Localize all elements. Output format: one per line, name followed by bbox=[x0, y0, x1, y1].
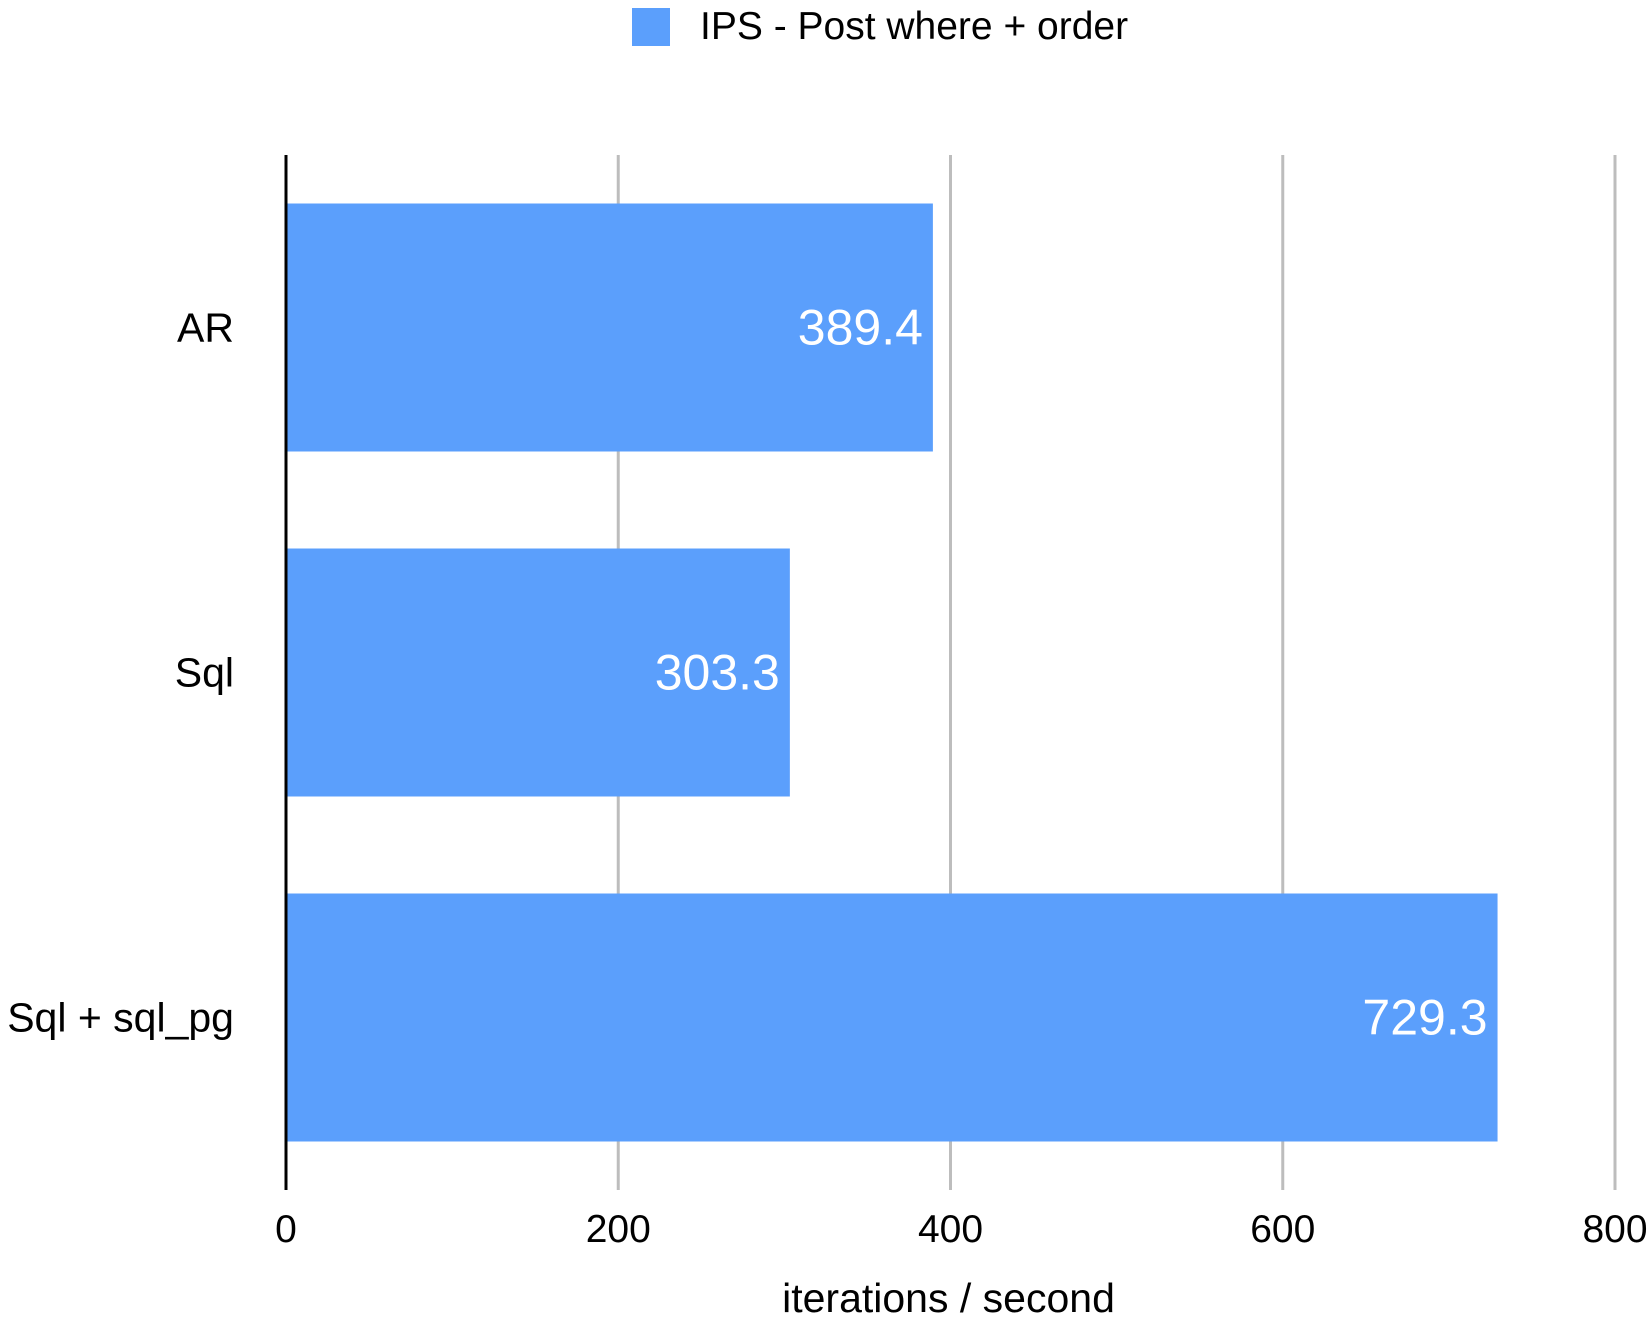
data-label: 729.3 bbox=[1362, 990, 1487, 1046]
x-tick-label: 800 bbox=[1582, 1208, 1647, 1251]
data-label: 389.4 bbox=[798, 300, 923, 356]
data-label: 303.3 bbox=[655, 645, 780, 701]
bar bbox=[286, 203, 933, 452]
category-label: Sql + sql_pg bbox=[7, 995, 234, 1041]
category-label: Sql bbox=[175, 650, 234, 696]
bar bbox=[286, 893, 1498, 1142]
x-axis-label: iterations / second bbox=[782, 1275, 1115, 1321]
legend: IPS - Post where + order bbox=[632, 4, 1128, 50]
x-tick-label: 600 bbox=[1250, 1208, 1315, 1251]
bar bbox=[286, 548, 790, 797]
x-tick-label: 400 bbox=[918, 1208, 983, 1251]
legend-swatch bbox=[632, 8, 670, 46]
legend-label: IPS - Post where + order bbox=[700, 5, 1129, 48]
x-tick-label: 200 bbox=[586, 1208, 651, 1251]
x-tick-label: 0 bbox=[275, 1208, 297, 1251]
category-label: AR bbox=[177, 305, 234, 351]
